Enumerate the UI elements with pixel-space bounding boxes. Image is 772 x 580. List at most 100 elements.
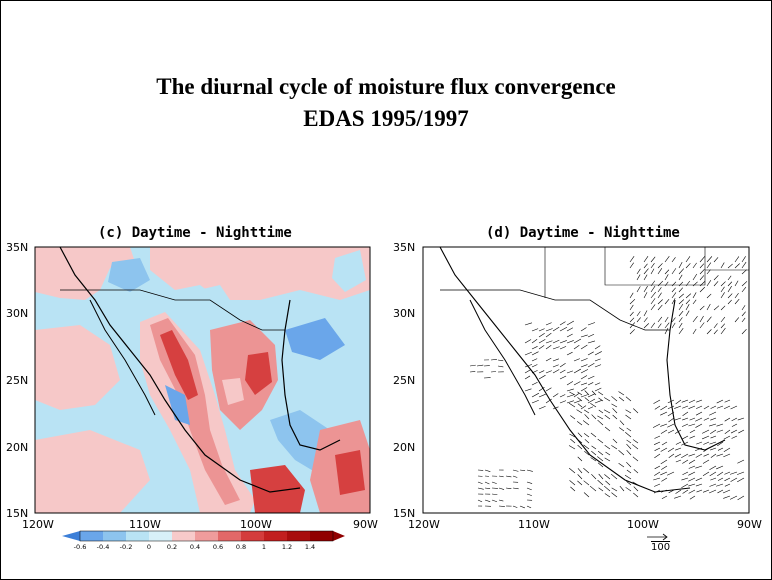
wind-vector	[643, 317, 648, 323]
wind-vector	[671, 317, 676, 323]
wind-vector	[717, 477, 724, 481]
wind-vector	[689, 429, 696, 434]
colorbar-label: 0	[147, 543, 151, 551]
map-c-region-plateau-core	[245, 352, 272, 395]
wind-vector	[594, 382, 601, 386]
wind-vector	[505, 475, 512, 478]
wind-vector	[710, 405, 717, 409]
wind-vector	[688, 483, 696, 487]
wind-vector	[720, 286, 725, 293]
wind-vector	[552, 364, 559, 368]
wind-vector	[657, 280, 664, 287]
wind-vector	[629, 299, 636, 305]
wind-vector	[477, 487, 484, 490]
wind-vector	[734, 256, 740, 263]
wind-vector	[636, 268, 641, 275]
map-c-region-pink-sw	[35, 430, 150, 513]
wind-vector	[678, 317, 683, 323]
wind-vector	[484, 469, 491, 472]
wind-vector	[660, 471, 668, 476]
wind-vector	[538, 374, 546, 380]
wind-vector	[587, 393, 595, 398]
panel-c-title: (c) Daytime - Nighttime	[98, 225, 292, 241]
wind-vector	[730, 405, 738, 410]
wind-vector	[559, 346, 567, 350]
wind-vector	[674, 453, 682, 458]
wind-vector	[636, 311, 641, 317]
wind-vector	[694, 447, 703, 452]
wind-vector	[706, 293, 712, 299]
wind-vector	[573, 368, 582, 374]
wind-vector	[724, 399, 731, 403]
wind-vector	[692, 299, 697, 305]
wind-vector	[731, 417, 738, 422]
wind-vector	[643, 310, 648, 317]
wind-vector	[699, 322, 705, 329]
panel-d-lon-110: 110W	[518, 518, 550, 531]
wind-vector	[545, 370, 552, 374]
wind-vector	[484, 487, 491, 489]
wind-vector	[625, 487, 632, 492]
wind-vector	[531, 392, 540, 398]
wind-vector	[591, 390, 597, 396]
wind-vector	[491, 499, 498, 503]
wind-vector	[703, 417, 710, 421]
wind-vector	[632, 456, 639, 462]
wind-vector	[559, 363, 566, 368]
wind-vector	[706, 303, 711, 311]
wind-vector	[545, 328, 553, 332]
wind-vector	[604, 426, 611, 432]
wind-vector	[699, 263, 705, 269]
wind-vector	[469, 371, 476, 373]
wind-vector	[685, 299, 691, 305]
wind-vector	[604, 493, 611, 498]
wind-vector	[723, 405, 731, 410]
wind-vector	[559, 394, 566, 398]
map-d-coastline-gulf	[666, 299, 726, 451]
wind-vector	[584, 439, 590, 444]
map-c-region-sierra-strong	[160, 330, 198, 400]
wind-vector	[590, 457, 597, 462]
wind-vector	[566, 333, 573, 338]
wind-vector	[688, 405, 696, 409]
panel-c-lat-25: 25N	[6, 374, 29, 387]
wind-vector	[531, 358, 538, 362]
wind-vector	[559, 321, 566, 326]
map-c-coastline-baja	[89, 299, 156, 416]
colorbar-label: 0.2	[167, 543, 177, 551]
wind-vector	[577, 480, 583, 486]
map-c-region-south-strong	[250, 465, 305, 513]
panel-d-lat-20: 20N	[393, 441, 416, 454]
wind-vector	[604, 474, 611, 480]
wind-vector	[611, 396, 618, 402]
wind-vector	[720, 262, 725, 269]
colorbar-label: 0.6	[213, 543, 223, 551]
wind-vector	[695, 411, 703, 416]
wind-vector	[531, 328, 539, 332]
wind-vector	[685, 310, 690, 317]
wind-vector	[702, 429, 710, 434]
wind-vector	[664, 269, 670, 275]
wind-vector	[569, 480, 576, 486]
wind-vector	[661, 495, 668, 500]
wind-vector	[688, 453, 696, 457]
wind-vector	[678, 274, 683, 281]
wind-vector	[566, 340, 574, 344]
wind-vector	[650, 322, 656, 329]
wind-vector	[604, 457, 611, 462]
wind-vector	[703, 447, 710, 452]
wind-vector	[668, 417, 675, 423]
wind-vector	[654, 453, 661, 459]
wind-vector	[673, 417, 682, 421]
wind-vector	[519, 505, 525, 509]
wind-vector	[577, 391, 583, 396]
wind-vector	[577, 432, 583, 438]
wind-vector	[650, 285, 656, 293]
wind-vector	[618, 449, 625, 456]
wind-vector	[552, 339, 560, 344]
wind-vector	[597, 419, 604, 426]
wind-vector	[682, 471, 689, 476]
map-d-state-lines	[544, 247, 749, 298]
reference-vector-head	[662, 533, 668, 541]
map-c-region-blue-1	[108, 258, 150, 292]
